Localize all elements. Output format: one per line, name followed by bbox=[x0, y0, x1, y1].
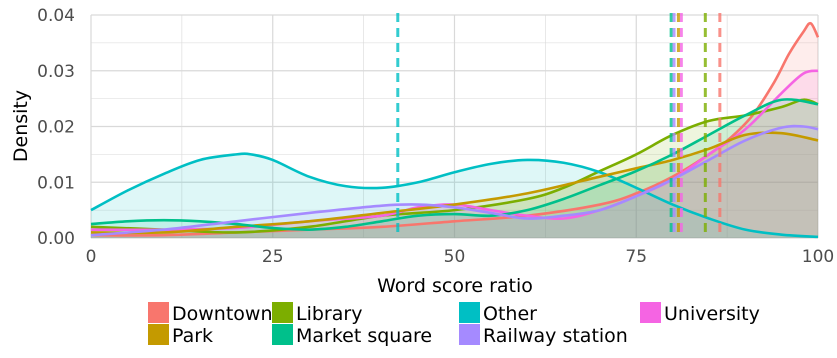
x-tick-label: 50 bbox=[444, 247, 466, 267]
library-density-line bbox=[90, 98, 819, 234]
x-tick-labels: 0 25 50 75 100 bbox=[86, 247, 835, 267]
y-tick-label: 0.00 bbox=[37, 229, 75, 249]
market-square-density-line bbox=[90, 98, 819, 231]
railway-station-density-line bbox=[90, 124, 819, 237]
downtown-density-line bbox=[90, 21, 820, 237]
other-density-line bbox=[90, 152, 819, 239]
y-tick-labels: 0.00 0.01 0.02 0.03 0.04 bbox=[37, 6, 75, 249]
density-lines bbox=[90, 21, 820, 239]
legend-item-downtown: Downtown bbox=[148, 302, 273, 325]
legend-swatch bbox=[272, 302, 293, 323]
library-density-area bbox=[91, 99, 818, 238]
y-tick-label: 0.02 bbox=[37, 118, 75, 138]
legend-item-park: Park bbox=[148, 324, 213, 347]
legend-item-other: Other bbox=[459, 302, 537, 325]
x-tick-label: 25 bbox=[262, 247, 284, 267]
x-tick-label: 75 bbox=[625, 247, 647, 267]
y-tick-label: 0.01 bbox=[37, 173, 75, 193]
market-square-density-area bbox=[91, 99, 818, 238]
y-tick-label: 0.03 bbox=[37, 62, 75, 82]
legend-label: Market square bbox=[296, 325, 432, 347]
legend-item-library: Library bbox=[272, 302, 362, 325]
legend-swatch bbox=[148, 324, 169, 345]
park-density-line bbox=[90, 131, 819, 235]
legend-label: University bbox=[664, 303, 760, 325]
legend-label: Downtown bbox=[172, 303, 273, 325]
park-density-area bbox=[91, 132, 818, 238]
x-tick-label: 100 bbox=[802, 247, 834, 267]
legend-item-market-square: Market square bbox=[272, 324, 432, 347]
grid-lines bbox=[90, 14, 819, 239]
railway-station-density-area bbox=[91, 126, 818, 238]
legend-swatch bbox=[148, 302, 169, 323]
mean-lines bbox=[396, 13, 722, 238]
legend-item-university: University bbox=[640, 302, 760, 325]
x-tick-label: 0 bbox=[86, 247, 97, 267]
x-axis-title: Word score ratio bbox=[377, 275, 533, 297]
y-tick-label: 0.04 bbox=[37, 6, 75, 26]
legend-swatch bbox=[272, 324, 293, 345]
legend-swatch bbox=[640, 302, 661, 323]
legend-item-railway-station: Railway station bbox=[459, 324, 628, 347]
legend-label: Library bbox=[296, 303, 362, 325]
legend-label: Railway station bbox=[483, 325, 628, 347]
legend: Downtown Library Other University Park Market… bbox=[148, 302, 760, 347]
y-axis-title: Density bbox=[10, 90, 32, 162]
legend-label: Park bbox=[172, 325, 213, 347]
legend-swatch bbox=[459, 302, 480, 323]
downtown-density-area bbox=[91, 23, 818, 239]
legend-swatch bbox=[459, 324, 480, 345]
legend-label: Other bbox=[483, 303, 537, 325]
